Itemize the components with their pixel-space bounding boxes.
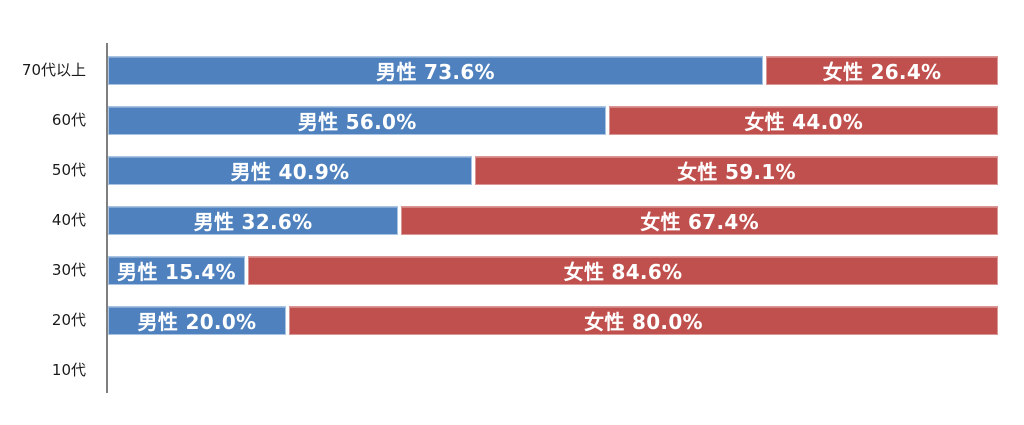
bar-segment-label: 男性 73.6% xyxy=(376,60,495,84)
bar-segment-male: 男性 56.0% xyxy=(108,106,607,135)
bar-segment-label: 女性 26.4% xyxy=(822,60,942,84)
category-label: 50代 xyxy=(51,161,86,179)
y-axis-line xyxy=(106,43,108,393)
category-label: 30代 xyxy=(51,261,86,279)
bar-segment-female: 女性 80.0% xyxy=(289,306,998,335)
bar-segment-male: 男性 40.9% xyxy=(108,156,472,185)
bar-segment-female: 女性 44.0% xyxy=(609,106,998,135)
category-label: 20代 xyxy=(51,311,86,329)
category-label: 60代 xyxy=(51,111,86,129)
bar-segment-male: 男性 15.4% xyxy=(108,256,246,285)
bar-row: 男性 40.9% 女性 59.1% xyxy=(108,156,998,185)
bar-segment-label: 女性 67.4% xyxy=(640,210,759,234)
bar-segment-male: 男性 73.6% xyxy=(108,56,764,85)
bar-segment-label: 男性 40.9% xyxy=(230,160,350,184)
bar-segment-female: 女性 59.1% xyxy=(475,156,998,185)
bar-row: 男性 56.0% 女性 44.0% xyxy=(108,106,998,135)
bar-row: 男性 20.0% 女性 80.0% xyxy=(108,306,998,335)
plot-area: 男性 73.6% 女性 26.4% 男性 56.0% 女性 44.0% 男性 40.9%… xyxy=(106,43,998,393)
bar-segment-label: 女性 84.6% xyxy=(563,260,683,284)
bar-row: 男性 73.6% 女性 26.4% xyxy=(108,56,998,85)
bar-segment-label: 男性 32.6% xyxy=(193,210,313,234)
bar-segment-female: 女性 84.6% xyxy=(248,256,998,285)
category-label: 40代 xyxy=(51,211,86,229)
bar-segment-label: 女性 59.1% xyxy=(677,160,796,184)
bar-segment-label: 男性 56.0% xyxy=(297,110,417,134)
y-axis-labels: 70代以上 60代 50代 40代 30代 20代 10代 xyxy=(0,43,96,393)
bar-segment-label: 女性 80.0% xyxy=(584,310,703,334)
category-label: 10代 xyxy=(51,361,86,379)
bar-segment-label: 男性 20.0% xyxy=(137,310,257,334)
bar-row: 男性 15.4% 女性 84.6% xyxy=(108,256,998,285)
bar-segment-male: 男性 20.0% xyxy=(108,306,286,335)
bar-segment-female: 女性 26.4% xyxy=(766,56,998,85)
category-label: 70代以上 xyxy=(21,61,86,79)
bar-segment-label: 女性 44.0% xyxy=(744,110,864,134)
bar-segment-label: 男性 15.4% xyxy=(117,260,236,284)
bar-segment-female: 女性 67.4% xyxy=(401,206,998,235)
bar-segment-male: 男性 32.6% xyxy=(108,206,399,235)
bar-row: 男性 32.6% 女性 67.4% xyxy=(108,206,998,235)
